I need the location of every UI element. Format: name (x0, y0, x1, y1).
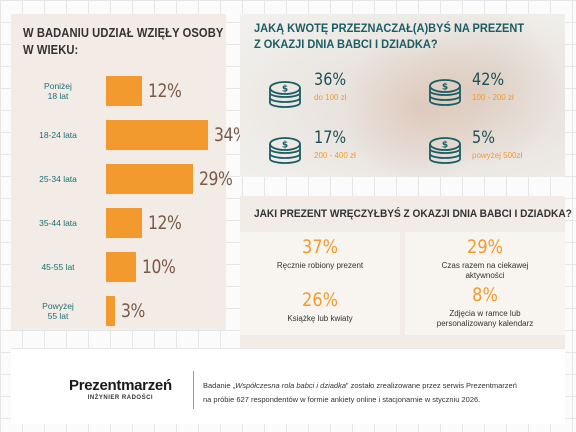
gift-pct: 37% (302, 236, 338, 258)
age-category-label: 45-55 lat (41, 262, 75, 272)
amount-panel: JAKĄ KWOTĘ PRZEZNACZAŁ(A)BYŚ NA PREZENT … (240, 14, 565, 177)
age-bar (106, 252, 136, 282)
age-value-label: 34% (214, 124, 248, 146)
gift-label: Czas razem na ciekawej (441, 261, 529, 270)
gift-item-1: 37% Ręcznie robiony prezent (240, 236, 400, 271)
survey-note: Badanie „Współczesna rola babci i dziadk… (203, 379, 543, 407)
amount-label: powyżej 500zł (472, 151, 523, 160)
age-panel: W BADANIU UDZIAŁ WZIĘŁY OSOBY W WIEKU: P… (11, 14, 248, 330)
age-category-label: Poniżej 18 lat (44, 81, 72, 101)
amount-label: do 100 zł (314, 93, 347, 102)
gift-item-4: 8% Zdjęcia w ramce lub personalizowany k… (405, 284, 565, 329)
amount-label: 100 - 200 zł (472, 93, 514, 102)
gift-title: JAKI PREZENT WRĘCZYŁBYŚ Z OKAZJI DNIA BA… (254, 208, 572, 220)
coin-stack-icon: $ (429, 79, 461, 106)
svg-text:$: $ (442, 83, 448, 93)
age-value-label: 29% (199, 168, 233, 190)
age-title-line1: W BADANIU UDZIAŁ WZIĘŁY OSOBY (23, 25, 224, 40)
age-bar (106, 120, 208, 150)
gift-pct: 8% (472, 284, 498, 306)
svg-text:$: $ (282, 141, 288, 151)
age-title-line2: W WIEKU: (23, 42, 79, 57)
brand-logo: Prezentmarzeń INŻYNIER RADOŚCI (69, 377, 172, 401)
gift-pct: 26% (302, 289, 338, 311)
age-category-label: 18-24 lata (39, 130, 77, 140)
gift-item-2: 29% Czas razem na ciekawej aktywności (405, 236, 565, 281)
note-prefix: Badanie „ (203, 381, 236, 390)
age-bar (106, 208, 142, 238)
age-value-label: 12% (148, 80, 182, 102)
footer-divider (193, 371, 194, 409)
survey-note-line2: na próbie 627 respondentów w formie anki… (203, 395, 481, 404)
age-category-label: 35-44 lata (39, 218, 77, 228)
age-value-label: 12% (148, 212, 182, 234)
brand-tagline: INŻYNIER RADOŚCI (87, 395, 154, 401)
age-value-label: 3% (121, 300, 145, 322)
age-value-label: 10% (142, 256, 176, 278)
gift-item-3: 26% Książkę lub kwiaty (240, 289, 400, 324)
age-bar (106, 164, 193, 194)
coin-stack-icon: $ (429, 137, 461, 164)
svg-text:$: $ (282, 85, 288, 95)
gift-label: Książkę lub kwiaty (287, 314, 353, 323)
age-category-label: 25-34 lata (39, 174, 77, 184)
svg-text:$: $ (442, 141, 448, 151)
gift-panel: JAKI PREZENT WRĘCZYŁBYŚ Z OKAZJI DNIA BA… (240, 196, 572, 348)
gift-label-line2: aktywności (465, 271, 505, 280)
note-study-title: Współczesna rola babci i dziadka (235, 381, 346, 390)
amount-pct: 17% (314, 128, 347, 148)
footer: Prezentmarzeń INŻYNIER RADOŚCI Badanie „… (11, 348, 565, 424)
age-category-label: Powyżej 55 lat (42, 301, 74, 321)
gift-label: Ręcznie robiony prezent (276, 261, 364, 270)
gift-label-line2: personalizowany kalendarz (436, 319, 534, 328)
amount-label: 200 - 400 zł (314, 151, 356, 160)
amount-title: JAKĄ KWOTĘ PRZEZNACZAŁ(A)BYŚ NA PREZENT … (254, 21, 525, 51)
amount-pct: 42% (472, 70, 505, 90)
amount-pct: 36% (314, 70, 347, 90)
survey-note-line1: Badanie „Współczesna rola babci i dziadk… (203, 379, 543, 393)
note-rest: ” zostało zrealizowane przez serwis Prez… (346, 381, 517, 390)
age-title: W BADANIU UDZIAŁ WZIĘŁY OSOBY W WIEKU: (23, 24, 224, 58)
amount-pct: 5% (472, 128, 495, 148)
coin-stack-icon: $ (269, 81, 301, 108)
brand-name: Prezentmarzeń (69, 377, 172, 394)
gift-pct: 29% (467, 236, 503, 258)
gift-label: Zdjęcia w ramce lub (449, 309, 521, 318)
age-bar (106, 76, 142, 106)
gift-cell-left: 37% Ręcznie robiony prezent 26% Książkę … (240, 232, 400, 335)
gift-cell-right: 29% Czas razem na ciekawej aktywności 8%… (405, 232, 565, 335)
age-bar (106, 296, 115, 326)
coin-stack-icon: $ (269, 137, 301, 164)
